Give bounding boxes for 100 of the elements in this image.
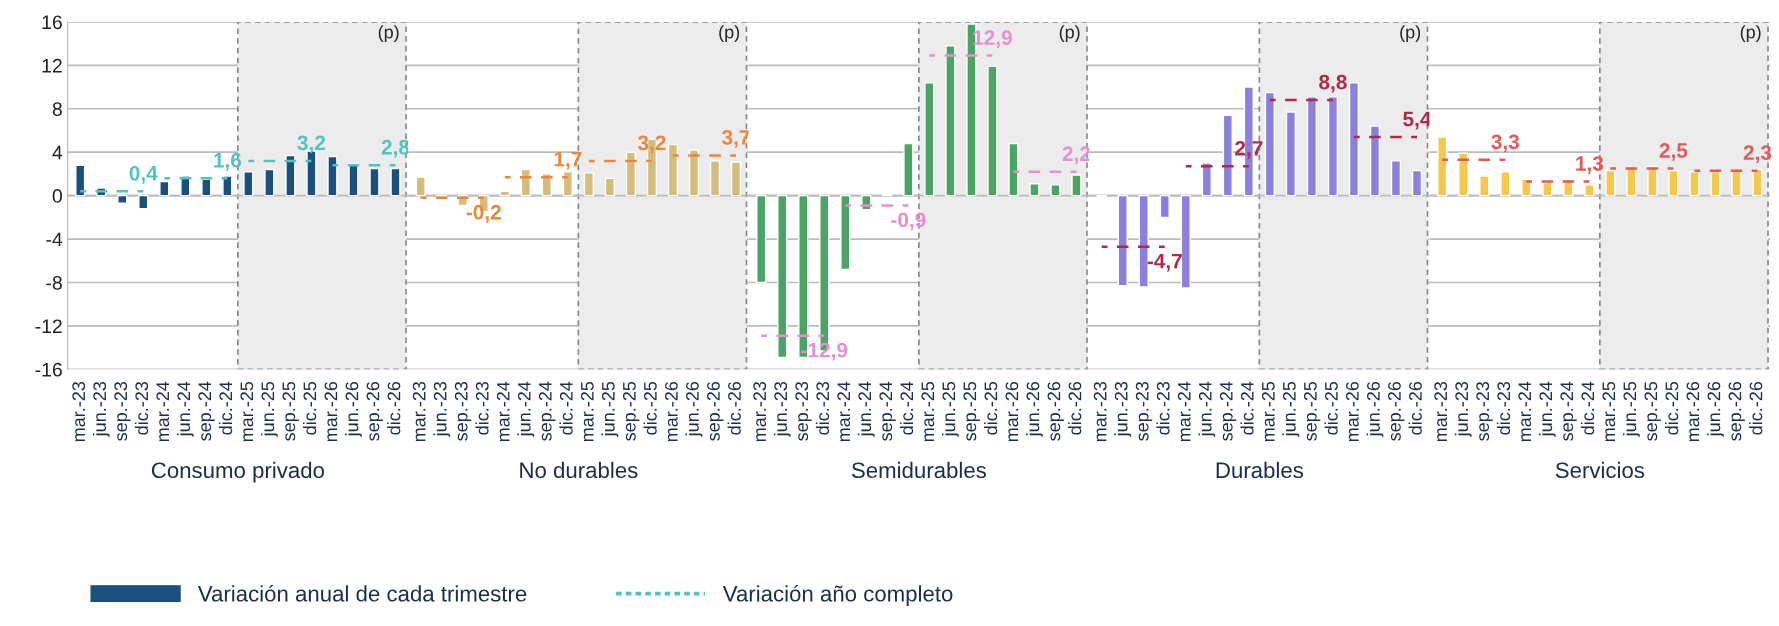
bar [159,180,170,197]
bar [583,172,594,197]
x-tick-label: dic.-24 [1580,381,1595,435]
bar [777,194,788,359]
x-tick-label: dic.-23 [134,381,149,435]
x-tick-label: jun.-25 [601,381,619,437]
bar [285,154,296,197]
bar [756,194,767,284]
bar [1731,169,1742,197]
bar [1138,194,1149,288]
x-tick-label: jun.-26 [345,381,362,437]
bar [625,151,637,197]
x-tick-label: mar.-23 [412,381,426,442]
bar [1605,169,1616,197]
x-tick-label: sep.-26 [1388,381,1405,441]
data-label: 2,8 [381,139,410,158]
bar [541,173,552,197]
x-tick-label: dic.-23 [815,381,830,435]
x-tick-label: mar.-26 [324,381,338,442]
x-tick-label: dic.-24 [559,381,573,435]
bar [348,163,359,197]
x-tick-label: sep.-24 [1219,381,1237,441]
x-tick-label: jun.-25 [1622,381,1640,437]
x-tick-label: dic.-25 [303,381,317,435]
x-tick-label: jun.-23 [1454,381,1472,437]
y-tick-label: 4 [52,145,63,160]
x-tick-label: sep.-24 [879,381,896,441]
x-tick-label: jun.-24 [1538,381,1556,437]
bar [1500,171,1511,197]
x-tick-label: dic.-24 [218,381,233,435]
x-tick-label: jun.-24 [1198,381,1216,437]
legend-label: Variación anual de cada trimestre [197,585,527,602]
data-label: 1,7 [554,152,582,170]
x-tick-label: mar.-23 [753,381,767,442]
x-tick-label: mar.-25 [580,381,594,442]
bar [1117,194,1128,287]
x-tick-label: sep.-23 [454,381,472,441]
bar [117,194,128,204]
data-label: 0,4 [129,165,158,184]
x-tick-label: dic.-26 [1749,381,1763,435]
data-label: 5,4 [1403,111,1432,130]
bar [1029,182,1040,197]
bar [264,168,275,197]
x-tick-label: sep.-23 [1135,381,1153,441]
bar [1689,171,1700,197]
data-label: 1,3 [1576,156,1604,174]
y-tick-label: 16 [42,15,62,30]
bar [243,171,254,197]
bar [945,45,956,197]
bar [1008,142,1019,197]
x-tick-label: mar.-26 [1346,381,1359,442]
data-label: 3,7 [721,130,750,148]
x-tick-label: mar.-24 [1177,381,1191,442]
x-tick-label: dic.-26 [387,381,401,435]
x-tick-label: jun.-24 [517,381,535,437]
x-tick-label: mar.-26 [1686,381,1700,442]
x-tick-label: sep.-25 [282,381,299,441]
x-tick-label: dic.-24 [1240,381,1254,435]
band-label: (p) [1400,25,1421,42]
x-tick-label: mar.-23 [1093,381,1107,442]
bar [327,155,338,197]
x-tick-label: dic.-25 [1665,381,1679,435]
x-tick-label: sep.-24 [1560,381,1577,441]
x-tick-label: dic.-23 [1156,381,1170,435]
x-axis-title: Consumo privado [151,461,325,483]
bar [415,176,426,197]
y-tick-label: 8 [52,102,62,116]
bar [1542,181,1553,197]
data-label: -0,2 [466,204,501,223]
bar [1710,171,1721,197]
x-tick-label: dic.-25 [643,381,657,435]
bar [1668,169,1679,197]
x-tick-label: sep.-23 [795,381,812,441]
bar [840,194,851,271]
bar [730,161,742,197]
bar [1479,175,1490,197]
bar [1369,125,1381,197]
x-tick-label: jun.-23 [92,381,110,437]
x-axis-title: Durables [1216,461,1304,479]
x-tick-label: jun.-25 [260,381,278,437]
band-label: (p) [719,25,740,42]
x-tick-label: sep.-26 [707,381,724,441]
x-tick-label: sep.-24 [198,381,215,441]
x-tick-label: sep.-26 [1047,381,1064,441]
bar [924,82,935,197]
x-tick-label: mar.-24 [496,381,510,442]
x-axis-title: No durables [520,461,638,479]
bar [1584,184,1595,197]
x-tick-label: dic.-24 [899,381,914,435]
x-tick-label: dic.-25 [1324,381,1338,435]
x-tick-label: dic.-23 [1496,381,1511,435]
data-label: 2,2 [1062,146,1091,165]
x-axis-title: Semidurables [851,461,986,479]
x-tick-label: dic.-26 [727,381,741,435]
x-tick-label: jun.-26 [685,381,703,437]
data-label: 8,8 [1319,74,1347,93]
bar [667,143,679,197]
bar [1647,165,1658,197]
x-tick-label: jun.-24 [176,381,194,437]
x-tick-label: sep.-26 [1728,381,1745,441]
